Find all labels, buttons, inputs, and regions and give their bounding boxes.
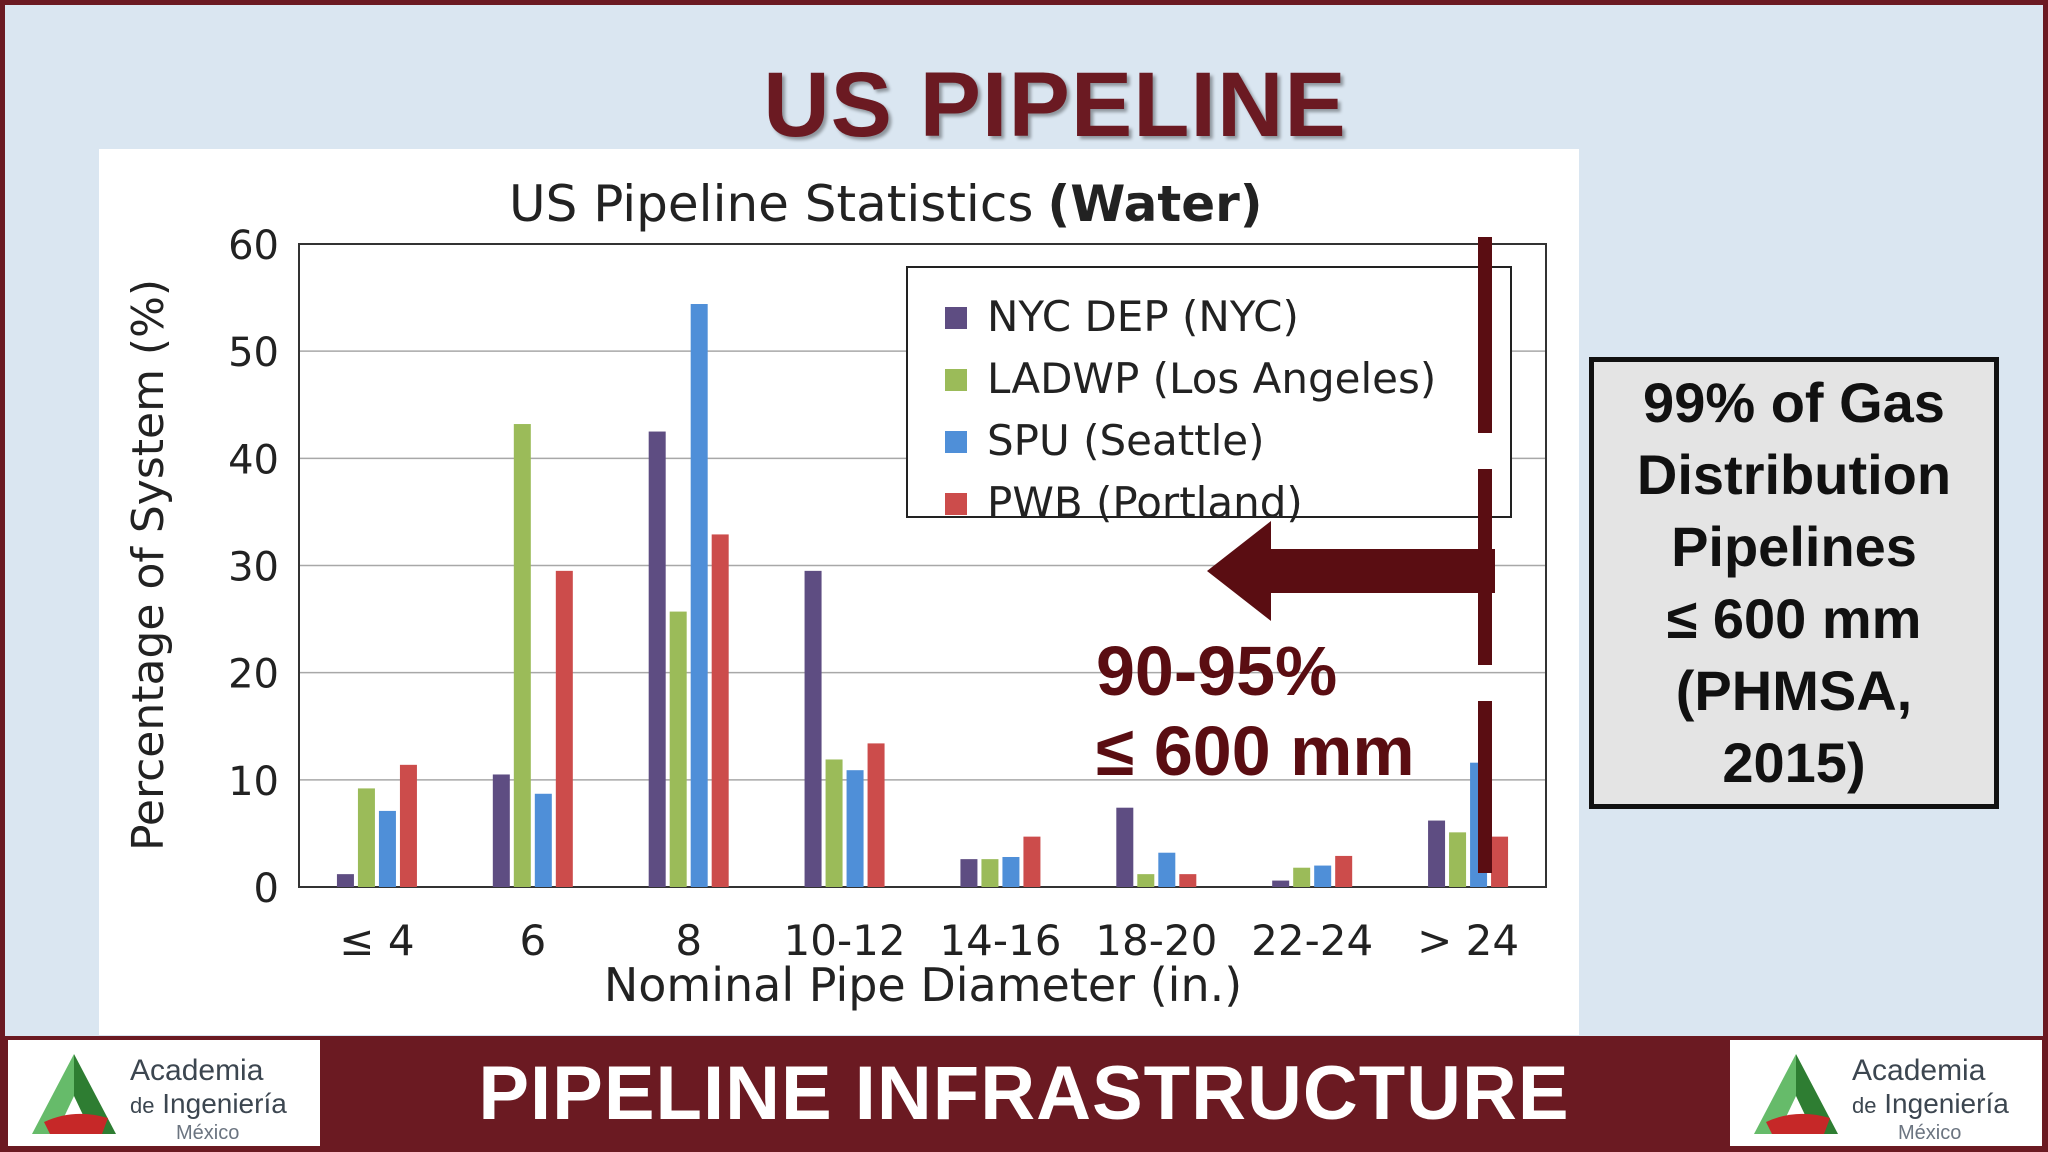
bar bbox=[1449, 832, 1467, 887]
y-tick-label: 60 bbox=[228, 223, 279, 269]
bar bbox=[1428, 820, 1446, 887]
x-tick-label: 18-20 bbox=[1095, 916, 1217, 965]
bar bbox=[825, 759, 843, 887]
bar bbox=[492, 774, 510, 887]
x-axis-label: Nominal Pipe Diameter (in.) bbox=[604, 958, 1242, 1012]
bar bbox=[336, 874, 354, 887]
x-tick-label: 8 bbox=[675, 916, 702, 965]
x-tick-label: 14-16 bbox=[939, 916, 1061, 965]
annotation-percent: 90-95% bbox=[1096, 632, 1337, 710]
x-tick-label: > 24 bbox=[1417, 916, 1519, 965]
bar bbox=[648, 431, 666, 887]
bar bbox=[1179, 874, 1197, 887]
legend-label: NYC DEP (NYC) bbox=[987, 292, 1299, 341]
bar bbox=[1293, 867, 1311, 887]
x-tick-label: 10-12 bbox=[784, 916, 906, 965]
bar bbox=[981, 859, 999, 887]
bar bbox=[399, 764, 417, 887]
footer-title: PIPELINE INFRASTRUCTURE bbox=[478, 1051, 1570, 1136]
bar bbox=[1314, 865, 1332, 887]
legend-label: PWB (Portland) bbox=[987, 478, 1303, 527]
bar-chart: US Pipeline Statistics (Water) 0 10 20 30 40 5… bbox=[123, 175, 1547, 1012]
bar bbox=[1335, 855, 1353, 887]
logo-line-2: de Ingeniería bbox=[1852, 1088, 2009, 1119]
y-tick-label: 20 bbox=[228, 652, 279, 698]
bar bbox=[960, 859, 978, 887]
legend-label: SPU (Seattle) bbox=[987, 416, 1265, 465]
logo-line-1: Academia bbox=[130, 1054, 264, 1087]
legend-swatch bbox=[945, 307, 967, 329]
bar bbox=[1272, 880, 1290, 887]
bar bbox=[513, 424, 531, 887]
chart-title: US Pipeline Statistics (Water) bbox=[509, 175, 1263, 233]
logo-line-1: Academia bbox=[1852, 1054, 1986, 1087]
logo-line-2: de Ingeniería bbox=[130, 1088, 287, 1119]
logo-line-3: México bbox=[176, 1122, 240, 1144]
legend-swatch bbox=[945, 493, 967, 515]
logo-line-3: México bbox=[1898, 1122, 1962, 1144]
legend-label: LADWP (Los Angeles) bbox=[987, 354, 1436, 403]
legend-swatch bbox=[945, 431, 967, 453]
bar bbox=[357, 788, 375, 887]
bar bbox=[1002, 856, 1020, 887]
bar bbox=[1158, 852, 1176, 887]
bar bbox=[534, 793, 552, 887]
bar bbox=[1491, 836, 1509, 887]
legend-swatch bbox=[945, 369, 967, 391]
plot-area bbox=[298, 243, 1547, 888]
footer-bar: PIPELINE INFRASTRUCTURE bbox=[0, 1036, 2048, 1152]
logo-right: Academia de Ingeniería México bbox=[1730, 1040, 2042, 1146]
gas-distribution-callout: 99% of Gas Distribution Pipelines ≤ 600 … bbox=[1589, 357, 1999, 809]
chart-panel: US Pipeline Statistics (Water) 0 10 20 30 40 5… bbox=[99, 149, 1579, 1035]
y-tick-label: 50 bbox=[228, 330, 279, 376]
academia-logo-icon bbox=[1754, 1054, 1838, 1134]
bar bbox=[1137, 874, 1155, 887]
legend-frame bbox=[906, 266, 1512, 518]
left-arrow-icon bbox=[1259, 525, 1495, 551]
y-tick-label: 30 bbox=[228, 545, 279, 591]
bar bbox=[378, 810, 396, 887]
y-tick-label: 10 bbox=[228, 759, 279, 805]
y-tick-label: 40 bbox=[228, 437, 279, 483]
bar bbox=[690, 304, 708, 888]
pointing-arrow-icon bbox=[1207, 521, 1495, 621]
bar bbox=[804, 570, 822, 887]
logo-left: Academia de Ingeniería México bbox=[8, 1040, 320, 1146]
legend: NYC DEP (NYC) LADWP (Los Angeles) SPU (Sea… bbox=[906, 266, 1512, 527]
bar bbox=[1116, 807, 1134, 887]
bar bbox=[555, 570, 573, 887]
y-axis-label: Percentage of System (%) bbox=[123, 279, 174, 851]
bar bbox=[711, 534, 729, 887]
y-tick-label: 0 bbox=[254, 866, 279, 912]
bar bbox=[867, 743, 885, 887]
x-tick-label: ≤ 4 bbox=[339, 916, 414, 965]
callout-text: 99% of Gas Distribution Pipelines ≤ 600 … bbox=[1636, 371, 1952, 794]
bar bbox=[846, 770, 864, 887]
x-tick-label: 22-24 bbox=[1251, 916, 1373, 965]
annotation-threshold: ≤ 600 mm bbox=[1096, 712, 1415, 790]
bar bbox=[1023, 836, 1041, 887]
x-tick-label: 6 bbox=[519, 916, 546, 965]
bar bbox=[669, 611, 687, 887]
academia-logo-icon bbox=[32, 1054, 116, 1134]
left-arrow-shape bbox=[1259, 525, 1495, 549]
